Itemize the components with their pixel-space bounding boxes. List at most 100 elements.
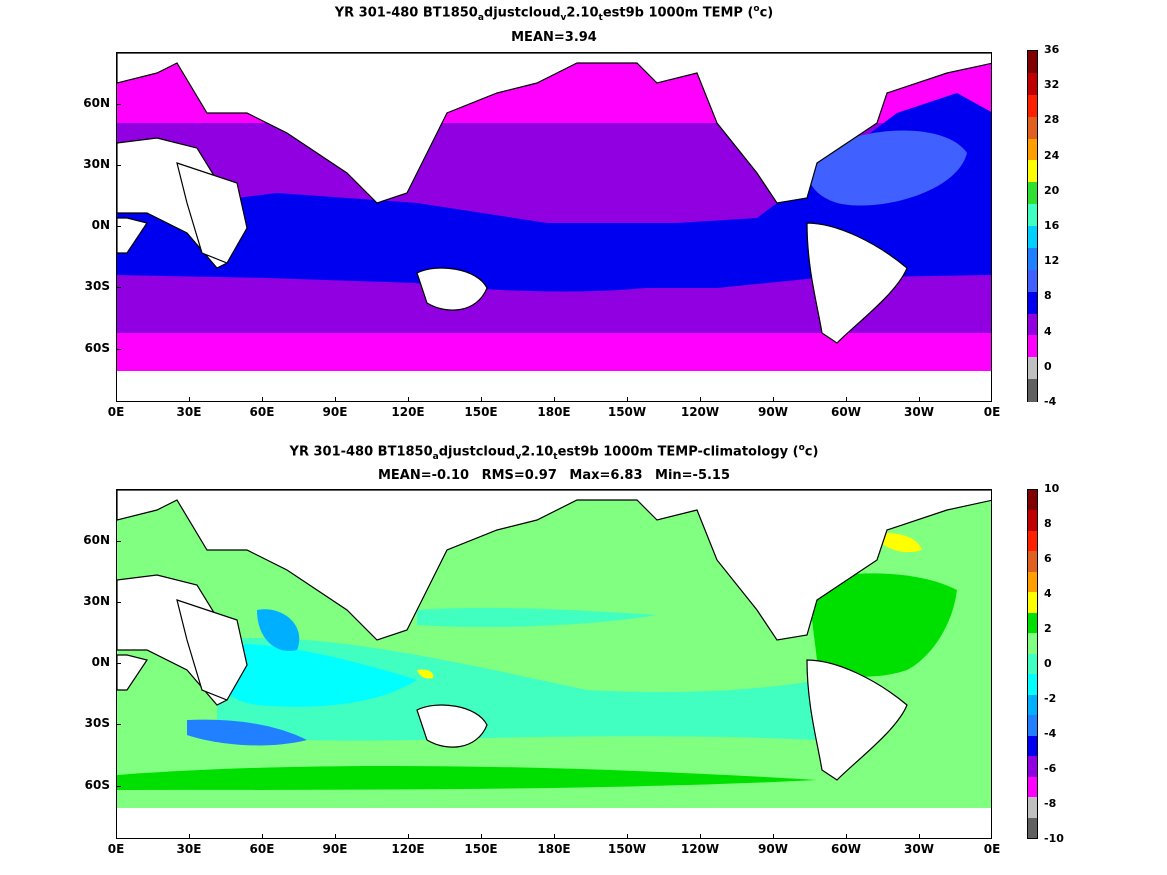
top-colorbar-swatch bbox=[1028, 357, 1037, 380]
top-colorbar-swatch bbox=[1028, 226, 1037, 249]
bottom-lon-tick bbox=[700, 834, 701, 839]
bottom-lat-label: 30N bbox=[83, 594, 110, 608]
bottom-lon-label: 0E bbox=[107, 842, 125, 856]
bottom-ocean-indian-cyan bbox=[217, 644, 417, 707]
bottom-colorbar-label: 6 bbox=[1044, 552, 1052, 565]
top-ocean-npacific-purple bbox=[417, 137, 587, 183]
top-lon-tick bbox=[554, 397, 555, 402]
bottom-colorbar bbox=[1027, 489, 1038, 839]
bottom-map-panel bbox=[116, 489, 992, 839]
top-lat-label: 30N bbox=[83, 157, 110, 171]
bottom-lon-label: 30E bbox=[176, 842, 202, 856]
bottom-lat-tick bbox=[116, 602, 121, 603]
top-mean-value: MEAN=3.94 bbox=[511, 30, 597, 45]
bottom-lat-label: 60N bbox=[83, 533, 110, 547]
bottom-lon-label: 60W bbox=[831, 842, 861, 856]
top-lon-label: 90E bbox=[322, 405, 348, 419]
top-colorbar bbox=[1027, 50, 1038, 402]
bottom-lon-label: 90W bbox=[758, 842, 788, 856]
top-lon-tick bbox=[919, 397, 920, 402]
top-lat-label: 60N bbox=[83, 96, 110, 110]
bottom-land-africa-east bbox=[117, 654, 148, 691]
bottom-title-part: est9b 1000m TEMP-climatology ( bbox=[557, 444, 799, 460]
top-lon-label: 120W bbox=[680, 405, 720, 419]
bottom-colorbar-swatch bbox=[1028, 551, 1037, 573]
bottom-land-south-america bbox=[806, 659, 908, 781]
top-lon-label: 150W bbox=[607, 405, 647, 419]
top-lon-tick bbox=[408, 397, 409, 402]
bottom-ocean-natlantic-green bbox=[807, 573, 957, 677]
bottom-colorbar-swatch bbox=[1028, 612, 1037, 634]
top-colorbar-label: 32 bbox=[1044, 78, 1060, 92]
top-title-sub: v bbox=[560, 12, 567, 23]
top-lon-tick bbox=[700, 397, 701, 402]
bottom-mean-value: MEAN=-0.10 bbox=[377, 468, 470, 483]
top-land-south-america bbox=[806, 222, 908, 344]
bottom-lon-label: 90E bbox=[322, 842, 348, 856]
top-title-part: c) bbox=[759, 5, 774, 21]
bottom-lon-tick bbox=[335, 834, 336, 839]
top-colorbar-swatch bbox=[1028, 247, 1037, 271]
top-lon-label: 60E bbox=[249, 405, 275, 419]
top-lon-tick bbox=[991, 397, 992, 402]
top-colorbar-label: -4 bbox=[1044, 395, 1057, 408]
top-lon-tick bbox=[846, 397, 847, 402]
bottom-ocean-indonesia-yellow bbox=[417, 669, 434, 679]
top-lon-label: 180E bbox=[537, 405, 571, 419]
bottom-lon-tick bbox=[773, 834, 774, 839]
bottom-lat-tick bbox=[116, 541, 121, 542]
bottom-colorbar-swatch bbox=[1028, 530, 1037, 552]
bottom-map-stats: MEAN=-0.10 RMS=0.97 Max=6.83 Min=-5.15 bbox=[116, 468, 992, 483]
top-colorbar-swatch bbox=[1028, 51, 1037, 74]
bottom-colorbar-label: 2 bbox=[1044, 622, 1052, 635]
top-lon-label: 0E bbox=[983, 405, 1001, 419]
top-colorbar-label: 12 bbox=[1044, 254, 1060, 268]
bottom-land-group bbox=[117, 490, 991, 781]
top-lon-tick bbox=[189, 397, 190, 402]
top-ocean-tropical-band bbox=[117, 93, 991, 288]
bottom-colorbar-swatch bbox=[1028, 715, 1037, 737]
bottom-lon-tick bbox=[189, 834, 190, 839]
top-colorbar-label: 20 bbox=[1044, 183, 1060, 197]
bottom-lon-tick bbox=[408, 834, 409, 839]
top-colorbar-swatch bbox=[1028, 313, 1037, 336]
top-lat-tick bbox=[116, 287, 121, 288]
bottom-lat-tick bbox=[116, 724, 121, 725]
top-title-sub: t bbox=[598, 12, 603, 23]
bottom-colorbar-swatch bbox=[1028, 633, 1037, 655]
bottom-lon-label: 120E bbox=[391, 842, 425, 856]
bottom-title-part: c) bbox=[804, 444, 819, 460]
bottom-map-svg bbox=[117, 490, 991, 838]
bottom-colorbar-swatch bbox=[1028, 510, 1037, 532]
bottom-colorbar-label: 8 bbox=[1044, 517, 1052, 530]
top-lon-tick bbox=[773, 397, 774, 402]
bottom-colorbar-swatch bbox=[1028, 653, 1037, 675]
bottom-lon-label: 0E bbox=[983, 842, 1001, 856]
top-lat-label: 60S bbox=[84, 341, 110, 355]
bottom-colorbar-swatch bbox=[1028, 490, 1037, 511]
top-lat-tick bbox=[116, 349, 121, 350]
top-colorbar-label: 28 bbox=[1044, 113, 1060, 127]
bottom-lat-tick bbox=[116, 663, 121, 664]
bottom-lon-tick bbox=[116, 834, 117, 839]
bottom-ocean-npacific-aqua bbox=[417, 607, 657, 627]
bottom-title-part: djustcloud bbox=[438, 444, 516, 460]
bottom-ocean-south-aqua bbox=[217, 638, 817, 741]
top-colorbar-swatch bbox=[1028, 269, 1037, 293]
bottom-colorbar-swatch bbox=[1028, 571, 1037, 593]
top-lon-label: 30E bbox=[176, 405, 202, 419]
top-lon-label: 120E bbox=[391, 405, 425, 419]
bottom-lon-tick bbox=[262, 834, 263, 839]
bottom-ocean-southern-green bbox=[117, 765, 817, 790]
top-lon-tick bbox=[116, 397, 117, 402]
top-colorbar-label: 24 bbox=[1044, 148, 1060, 162]
top-lon-label: 30W bbox=[904, 405, 934, 419]
top-colorbar-label: 8 bbox=[1044, 289, 1052, 303]
top-title-part: est9b 1000m TEMP ( bbox=[602, 5, 754, 21]
top-colorbar-swatch bbox=[1028, 335, 1037, 358]
bottom-colorbar-label: 10 bbox=[1044, 482, 1060, 495]
top-map-title: YR 301-480 BT1850adjustcloudv2.10test9b … bbox=[116, 4, 992, 23]
top-title-part: djustcloud bbox=[483, 5, 561, 21]
bottom-lon-tick bbox=[846, 834, 847, 839]
top-map-svg bbox=[117, 53, 991, 401]
